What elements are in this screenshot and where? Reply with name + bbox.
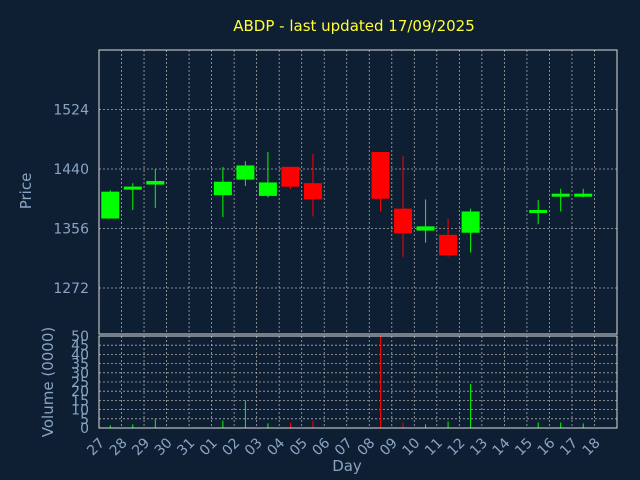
- candle-body: [101, 191, 120, 219]
- volume-tick-label: 25: [71, 375, 89, 391]
- candle-body: [236, 165, 255, 180]
- candle: [281, 166, 300, 189]
- candle: [371, 151, 390, 212]
- candle: [461, 208, 480, 253]
- volume-tick-label: 45: [71, 338, 89, 354]
- candle: [258, 151, 277, 198]
- volume-tick-label: 35: [71, 357, 89, 373]
- candle-body: [416, 226, 435, 231]
- candle: [213, 166, 232, 218]
- volume-tick-label: 10: [71, 403, 89, 419]
- candle-body: [281, 166, 300, 187]
- candle-body: [439, 234, 458, 256]
- price-tick-label: 1356: [53, 221, 89, 237]
- candle: [574, 188, 593, 198]
- volume-tick-label: 0: [80, 421, 89, 437]
- price-grid: [99, 50, 617, 334]
- volume-bars: [109, 336, 584, 428]
- candle-body: [371, 151, 390, 199]
- price-axis-label: Price: [17, 173, 35, 210]
- candle: [439, 218, 458, 257]
- candle-body: [529, 209, 548, 213]
- x-axis-label: Day: [332, 457, 362, 475]
- candle: [529, 200, 548, 225]
- candle-body: [461, 211, 480, 233]
- x-tick-labels: 2728293031010203040506070809101112131415…: [84, 435, 603, 459]
- chart-title: ABDP - last updated 17/09/2025: [233, 17, 475, 35]
- candle: [416, 199, 435, 243]
- volume-tick-label: 15: [71, 393, 89, 409]
- volume-tick-label: 30: [71, 366, 89, 382]
- price-tick-labels: 1272 1356 1440 1524: [53, 102, 89, 296]
- candle-body: [123, 186, 142, 190]
- candle-body: [146, 181, 165, 185]
- candle-body: [213, 181, 232, 196]
- volume-grid: [99, 335, 617, 429]
- price-plot-frame: [98, 49, 618, 335]
- price-candles: [101, 151, 593, 257]
- candle: [303, 154, 322, 217]
- candle: [146, 168, 165, 208]
- candle-body: [303, 183, 322, 200]
- candle-body: [258, 182, 277, 196]
- price-tick-label: 1524: [53, 102, 89, 118]
- candle: [123, 183, 142, 211]
- volume-tick-label: 5: [80, 412, 89, 428]
- candle: [394, 156, 413, 257]
- candle: [551, 188, 570, 212]
- volume-tick-label: 40: [71, 347, 89, 363]
- price-tick-label: 1440: [53, 162, 89, 178]
- candle: [236, 161, 255, 186]
- volume-plot-frame: [98, 335, 618, 429]
- candle: [101, 190, 120, 219]
- price-tick-label: 1272: [53, 281, 89, 297]
- candle-body: [551, 193, 570, 197]
- volume-tick-label: 20: [71, 384, 89, 400]
- candle-body: [394, 208, 413, 234]
- volume-tick-label: 50: [71, 329, 89, 345]
- candle-body: [574, 193, 593, 197]
- volume-axis-label: Volume (0000): [39, 327, 57, 437]
